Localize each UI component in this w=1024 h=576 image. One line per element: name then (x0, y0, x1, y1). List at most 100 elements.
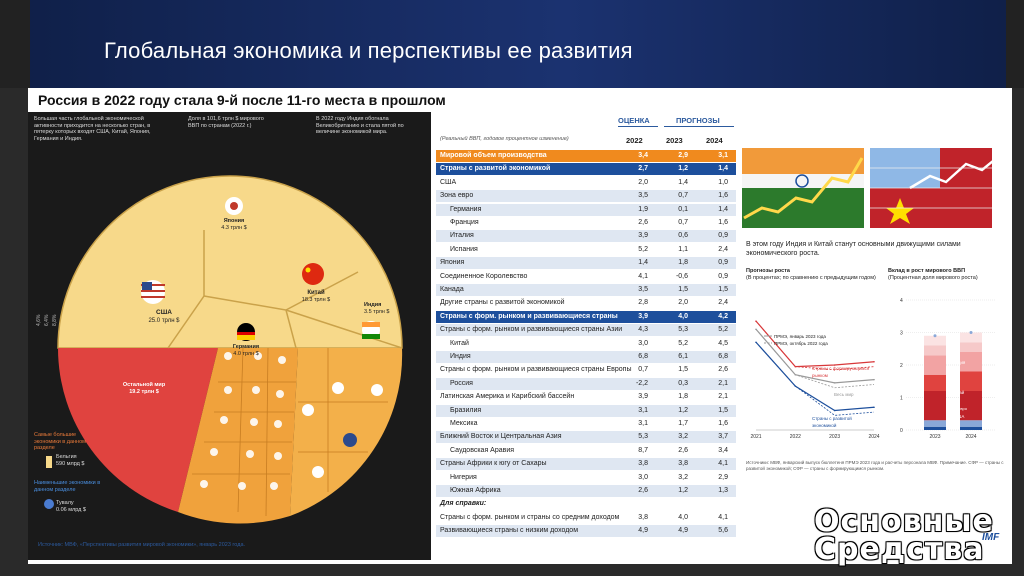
row-label: Ближний Восток и Центральная Азия (440, 433, 562, 441)
y-tick-label: 1 (900, 396, 903, 402)
belgium-value: 590 млрд $ (56, 461, 85, 467)
row-value-2023: 0,7 (678, 192, 688, 200)
smallest-region-note: Наименьшие экономики в данном разделе (34, 480, 101, 493)
series-line-prev (755, 328, 875, 389)
row-value-2022: 3,9 (638, 312, 648, 320)
bar-segment (960, 426, 982, 430)
largest-region-note: Самые большие экономики в данном разделе (34, 432, 86, 451)
india-growth-image (742, 148, 864, 228)
row-value-2022: 3,8 (638, 513, 648, 521)
row-value-2022: 2,7 (638, 165, 648, 173)
row-value-2024: 1,5 (718, 406, 728, 414)
table-row: Южная Африка 2,6 1,2 1,3 (436, 485, 736, 497)
uk-flag-icon (343, 433, 357, 447)
stack-label-china: Китай (952, 390, 965, 395)
chart-footnote: Источники: МВФ, январский выпуск бюллете… (746, 460, 1004, 471)
row-value-2024: 5,2 (718, 326, 728, 334)
row-value-2022: 1,4 (638, 259, 648, 267)
watermark-line-2: Средства (814, 532, 985, 567)
estimate-header: ОЦЕНКА (618, 116, 650, 125)
table-row: Страны с развитой экономикой 2,7 1,2 1,4 (436, 163, 736, 176)
data-point (833, 409, 836, 412)
rest-of-world-value: 19.2 трлн $ (129, 389, 159, 395)
stack-label-usa: США (954, 414, 965, 419)
row-label: Страны Африки к югу от Сахары (440, 460, 547, 468)
bar-segment (924, 374, 946, 391)
japan-value: 4.3 трлн $ (221, 225, 247, 231)
data-point (833, 364, 836, 366)
china-growth-image (870, 148, 992, 228)
row-value-2022: 2,8 (638, 299, 648, 307)
bar-segment (960, 420, 982, 427)
table-row: Ближний Восток и Центральная Азия 5,3 3,2 3… (436, 431, 736, 444)
china-label: Китай (307, 290, 325, 296)
row-value-2024: 2,4 (718, 245, 728, 253)
table-row: Латинская Америка и Карибский бассейн 3,9… (436, 391, 736, 403)
germany-value: 4.0 трлн $ (233, 351, 259, 357)
banner-title: Глобальная экономика и перспективы ее ра… (104, 38, 633, 63)
bar-segment (960, 391, 982, 421)
row-value-2022: 5,2 (638, 245, 648, 253)
germany-label: Германия (232, 344, 260, 350)
svg-text:4,6%: 4,6% (36, 314, 42, 326)
table-row: Развивающиеся страны с низким доходом 4,9… (436, 525, 736, 538)
row-value-2024: 1,6 (718, 420, 728, 427)
table-row: Саудовская Аравия 8,7 2,6 3,4 (436, 445, 736, 457)
em-line-label: Страны с формирующимся рынком (812, 366, 870, 378)
bar-total-marker (933, 334, 937, 338)
row-value-2022: 1,9 (638, 205, 648, 213)
row-value-2023: 0,6 (678, 232, 688, 240)
data-point (873, 360, 875, 363)
row-value-2023: 4,0 (678, 513, 688, 521)
data-point (873, 378, 875, 381)
row-value-2022: -2,2 (635, 379, 648, 387)
svg-text:8,8%: 8,8% (52, 314, 58, 326)
row-label: Латинская Америка и Карибский бассейн (440, 393, 575, 401)
row-value-2023: 1,2 (678, 406, 688, 414)
adv-line-label: Страны с развитой экономикой (812, 416, 852, 428)
bar-segment (960, 352, 982, 372)
row-value-2023: 3,8 (678, 460, 688, 468)
row-value-2022: 3,1 (638, 406, 648, 414)
table-row: Мексика 3,1 1,7 1,6 (436, 418, 736, 430)
row-value-2024: 5,6 (718, 527, 728, 535)
row-value-2022: 0,7 (638, 366, 648, 374)
row-label: Страны с форм. рынком и развивающиеся ст… (440, 366, 632, 374)
y-tick-label: 2 (900, 363, 903, 369)
row-value-2023: 2,0 (678, 299, 688, 307)
table-row: Зона евро 3,5 0,7 1,6 (436, 190, 736, 203)
china-value: 18.3 трлн $ (301, 297, 331, 303)
imf-logo: IMF (982, 532, 1000, 543)
row-value-2024: 1,0 (718, 178, 728, 186)
x-tick-label: 2024 (868, 434, 879, 440)
row-value-2024: 1,3 (718, 487, 728, 494)
row-value-2022: 5,3 (638, 433, 648, 441)
data-point (873, 406, 875, 409)
row-label: Бразилия (450, 406, 482, 414)
table-row: Германия 1,9 0,1 1,4 (436, 203, 736, 216)
x-tick-label: 2023 (829, 434, 840, 440)
row-label: Мировой объем производства (440, 152, 547, 159)
row-label: Китай (450, 339, 469, 347)
bar-total-marker (969, 331, 973, 334)
row-value-2023: 4,0 (678, 312, 688, 320)
right-chart-subtitle: (Процентная доля мирового роста) (888, 275, 978, 281)
row-value-2022: 3,1 (638, 420, 648, 427)
usa-value: 25.0 трлн $ (148, 318, 180, 324)
japan-label: Япония (223, 218, 245, 224)
data-point (833, 382, 836, 384)
data-point (794, 373, 797, 376)
big-economies-area (57, 175, 403, 349)
row-value-2023: 1,2 (678, 165, 688, 173)
table-row: Россия -2,2 0,3 2,1 (436, 377, 736, 390)
row-value-2024: 6,8 (718, 353, 728, 360)
row-value-2022: 3,4 (638, 152, 648, 159)
row-label: Индия (450, 353, 471, 360)
table-row: Индия 6,8 6,1 6,8 (436, 351, 736, 363)
row-value-2022: 2,0 (638, 178, 648, 186)
row-value-2023: 1,5 (678, 286, 688, 293)
usa-stripes (141, 282, 165, 298)
table-row: Италия 3,9 0,6 0,9 (436, 230, 736, 243)
x-tick-label: 2024 (965, 434, 976, 440)
belgium-label: Бельгия (56, 454, 77, 460)
